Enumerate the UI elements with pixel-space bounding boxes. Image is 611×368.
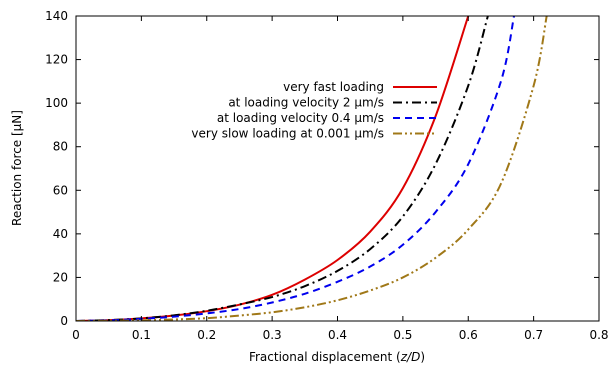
y-axis-title: Reaction force [μN] [10,110,24,226]
series-line-1 [76,16,470,321]
ticks-layer: 0 0.1 0.2 0.3 0.4 0.5 0.6 0.7 0.8 0 20 40 60 80 100 120… [45,9,608,342]
x-tick-label: 0.8 [589,328,608,342]
y-tick-label: 80 [53,140,68,154]
y-tick-label: 100 [45,96,68,110]
y-tick-label: 140 [45,9,68,23]
y-tick-label: 60 [53,183,68,197]
x-tick-label: 0.3 [263,328,282,342]
legend-label-1: very fast loading [283,80,384,94]
x-tick-label: 0.1 [132,328,151,342]
legend: very fast loading at loading velocity 2 μ… [191,80,437,141]
series-line-3 [76,16,515,321]
y-tick-label: 20 [53,270,68,284]
x-axis-title: Fractional displacement (z/D) [249,350,425,364]
y-tick-label: 0 [60,314,68,328]
legend-label-3: at loading velocity 0.4 μm/s [217,111,384,125]
legend-label-4: very slow loading at 0.001 μm/s [191,127,384,141]
x-tick-label: 0.5 [393,328,412,342]
plot-frame [75,15,600,322]
x-tick-label: 0.6 [459,328,478,342]
series-layer [76,16,548,321]
x-tick-label: 0.4 [328,328,347,342]
series-line-4 [76,16,548,321]
x-tick-label: 0.7 [524,328,543,342]
legend-label-2: at loading velocity 2 μm/s [228,96,384,110]
series-line-2 [76,16,489,321]
y-tick-label: 120 [45,53,68,67]
x-tick-label: 0.2 [197,328,216,342]
y-tick-label: 40 [53,227,68,241]
x-tick-label: 0 [72,328,80,342]
